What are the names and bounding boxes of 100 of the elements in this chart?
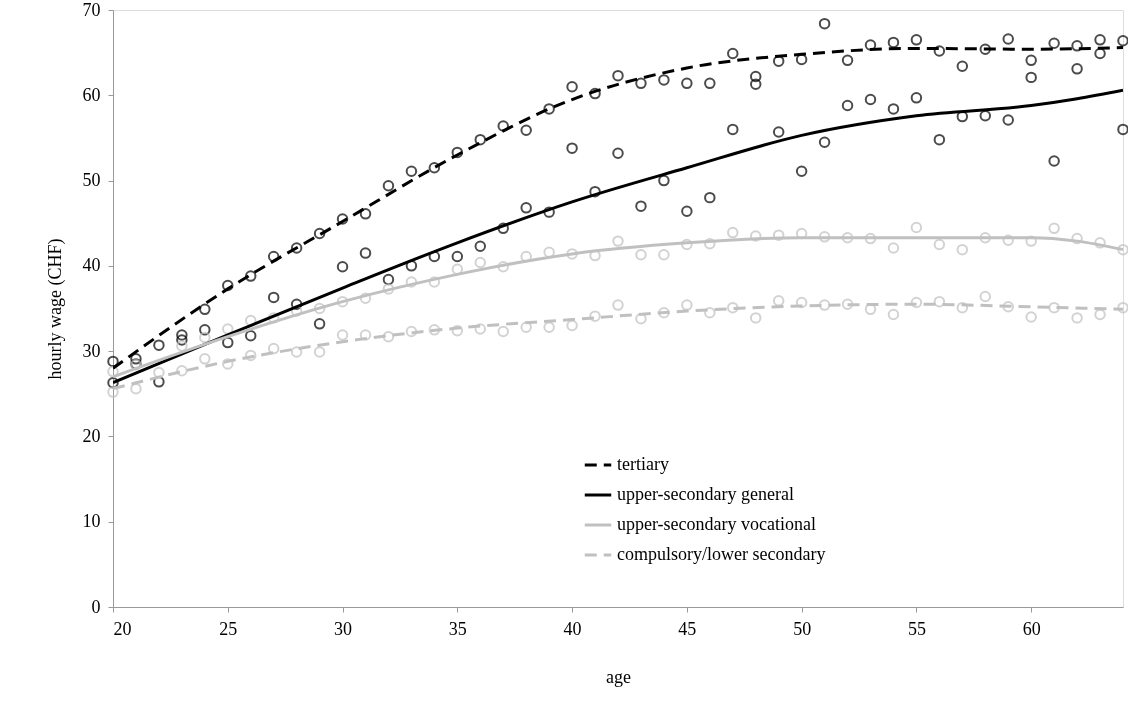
point bbox=[176, 329, 188, 341]
point bbox=[566, 142, 578, 154]
point bbox=[405, 165, 418, 177]
point bbox=[979, 43, 992, 55]
point bbox=[405, 260, 418, 272]
point bbox=[1071, 63, 1083, 75]
point bbox=[199, 331, 211, 344]
point bbox=[910, 221, 923, 234]
point bbox=[428, 276, 441, 288]
point bbox=[359, 247, 372, 259]
point bbox=[910, 296, 923, 309]
point bbox=[589, 185, 601, 198]
point bbox=[818, 299, 831, 311]
point bbox=[933, 45, 946, 57]
point bbox=[933, 238, 946, 251]
point bbox=[543, 206, 555, 218]
point bbox=[704, 77, 716, 90]
x-axis-title: age bbox=[606, 666, 631, 687]
point bbox=[336, 329, 349, 341]
point bbox=[956, 301, 969, 314]
point bbox=[749, 70, 762, 83]
x-tick-label: 50 bbox=[793, 618, 812, 639]
point bbox=[956, 243, 969, 256]
point bbox=[451, 324, 464, 337]
point bbox=[612, 69, 624, 82]
point bbox=[497, 260, 509, 273]
point bbox=[336, 260, 349, 273]
x-tick-label: 25 bbox=[219, 618, 238, 639]
point bbox=[1048, 37, 1060, 49]
point bbox=[1025, 71, 1037, 84]
y-tick-label: 70 bbox=[82, 0, 101, 20]
point bbox=[1048, 222, 1060, 235]
x-tick-label: 60 bbox=[1022, 618, 1041, 639]
point bbox=[727, 123, 739, 136]
point bbox=[267, 250, 280, 263]
x-tick-label: 45 bbox=[678, 618, 697, 639]
point bbox=[497, 325, 509, 338]
point bbox=[1002, 234, 1014, 247]
point bbox=[267, 291, 280, 304]
point bbox=[382, 179, 395, 192]
point bbox=[772, 295, 785, 307]
point bbox=[1117, 243, 1128, 256]
point bbox=[818, 17, 831, 30]
point bbox=[933, 295, 946, 308]
point bbox=[658, 307, 670, 319]
point bbox=[635, 313, 647, 325]
y-axis-title: hourly wage (CHF) bbox=[44, 238, 66, 380]
point bbox=[910, 34, 923, 46]
point bbox=[1117, 123, 1128, 136]
point bbox=[382, 330, 395, 343]
point bbox=[107, 386, 119, 398]
point bbox=[1071, 232, 1083, 245]
point bbox=[795, 296, 808, 309]
point bbox=[727, 301, 739, 314]
point bbox=[336, 213, 349, 225]
point bbox=[727, 47, 739, 60]
legend-label: upper-secondary general bbox=[617, 484, 795, 504]
point bbox=[727, 226, 739, 239]
point bbox=[841, 54, 854, 67]
point bbox=[566, 81, 578, 93]
point bbox=[1071, 312, 1083, 324]
point bbox=[635, 200, 647, 212]
point bbox=[428, 324, 441, 336]
point bbox=[704, 307, 716, 319]
point bbox=[635, 77, 647, 90]
point bbox=[451, 263, 464, 275]
point bbox=[222, 336, 234, 349]
point bbox=[566, 248, 578, 260]
point bbox=[681, 77, 693, 90]
point bbox=[267, 342, 280, 355]
point bbox=[199, 303, 211, 316]
point bbox=[841, 99, 854, 112]
y-tick-label: 10 bbox=[82, 511, 101, 532]
point bbox=[887, 36, 900, 49]
point bbox=[704, 191, 716, 204]
point bbox=[359, 329, 372, 341]
point bbox=[520, 202, 532, 214]
point bbox=[681, 205, 693, 218]
x-tick-label: 35 bbox=[448, 618, 467, 639]
point bbox=[864, 93, 877, 106]
point bbox=[1094, 34, 1106, 46]
point bbox=[658, 74, 670, 86]
point bbox=[313, 346, 326, 358]
y-tick-label: 40 bbox=[82, 255, 101, 276]
point bbox=[979, 231, 992, 244]
point bbox=[107, 365, 119, 378]
point bbox=[910, 92, 923, 104]
point bbox=[1048, 155, 1060, 167]
point bbox=[520, 321, 532, 333]
point bbox=[199, 353, 211, 365]
point bbox=[772, 229, 785, 241]
point bbox=[153, 366, 165, 379]
point bbox=[359, 208, 372, 220]
point bbox=[612, 147, 624, 160]
point bbox=[474, 323, 487, 335]
y-tick-label: 50 bbox=[82, 170, 101, 191]
point bbox=[1025, 54, 1037, 67]
point bbox=[290, 298, 303, 310]
point bbox=[405, 325, 418, 338]
legend-label: compulsory/lower secondary bbox=[617, 544, 826, 564]
